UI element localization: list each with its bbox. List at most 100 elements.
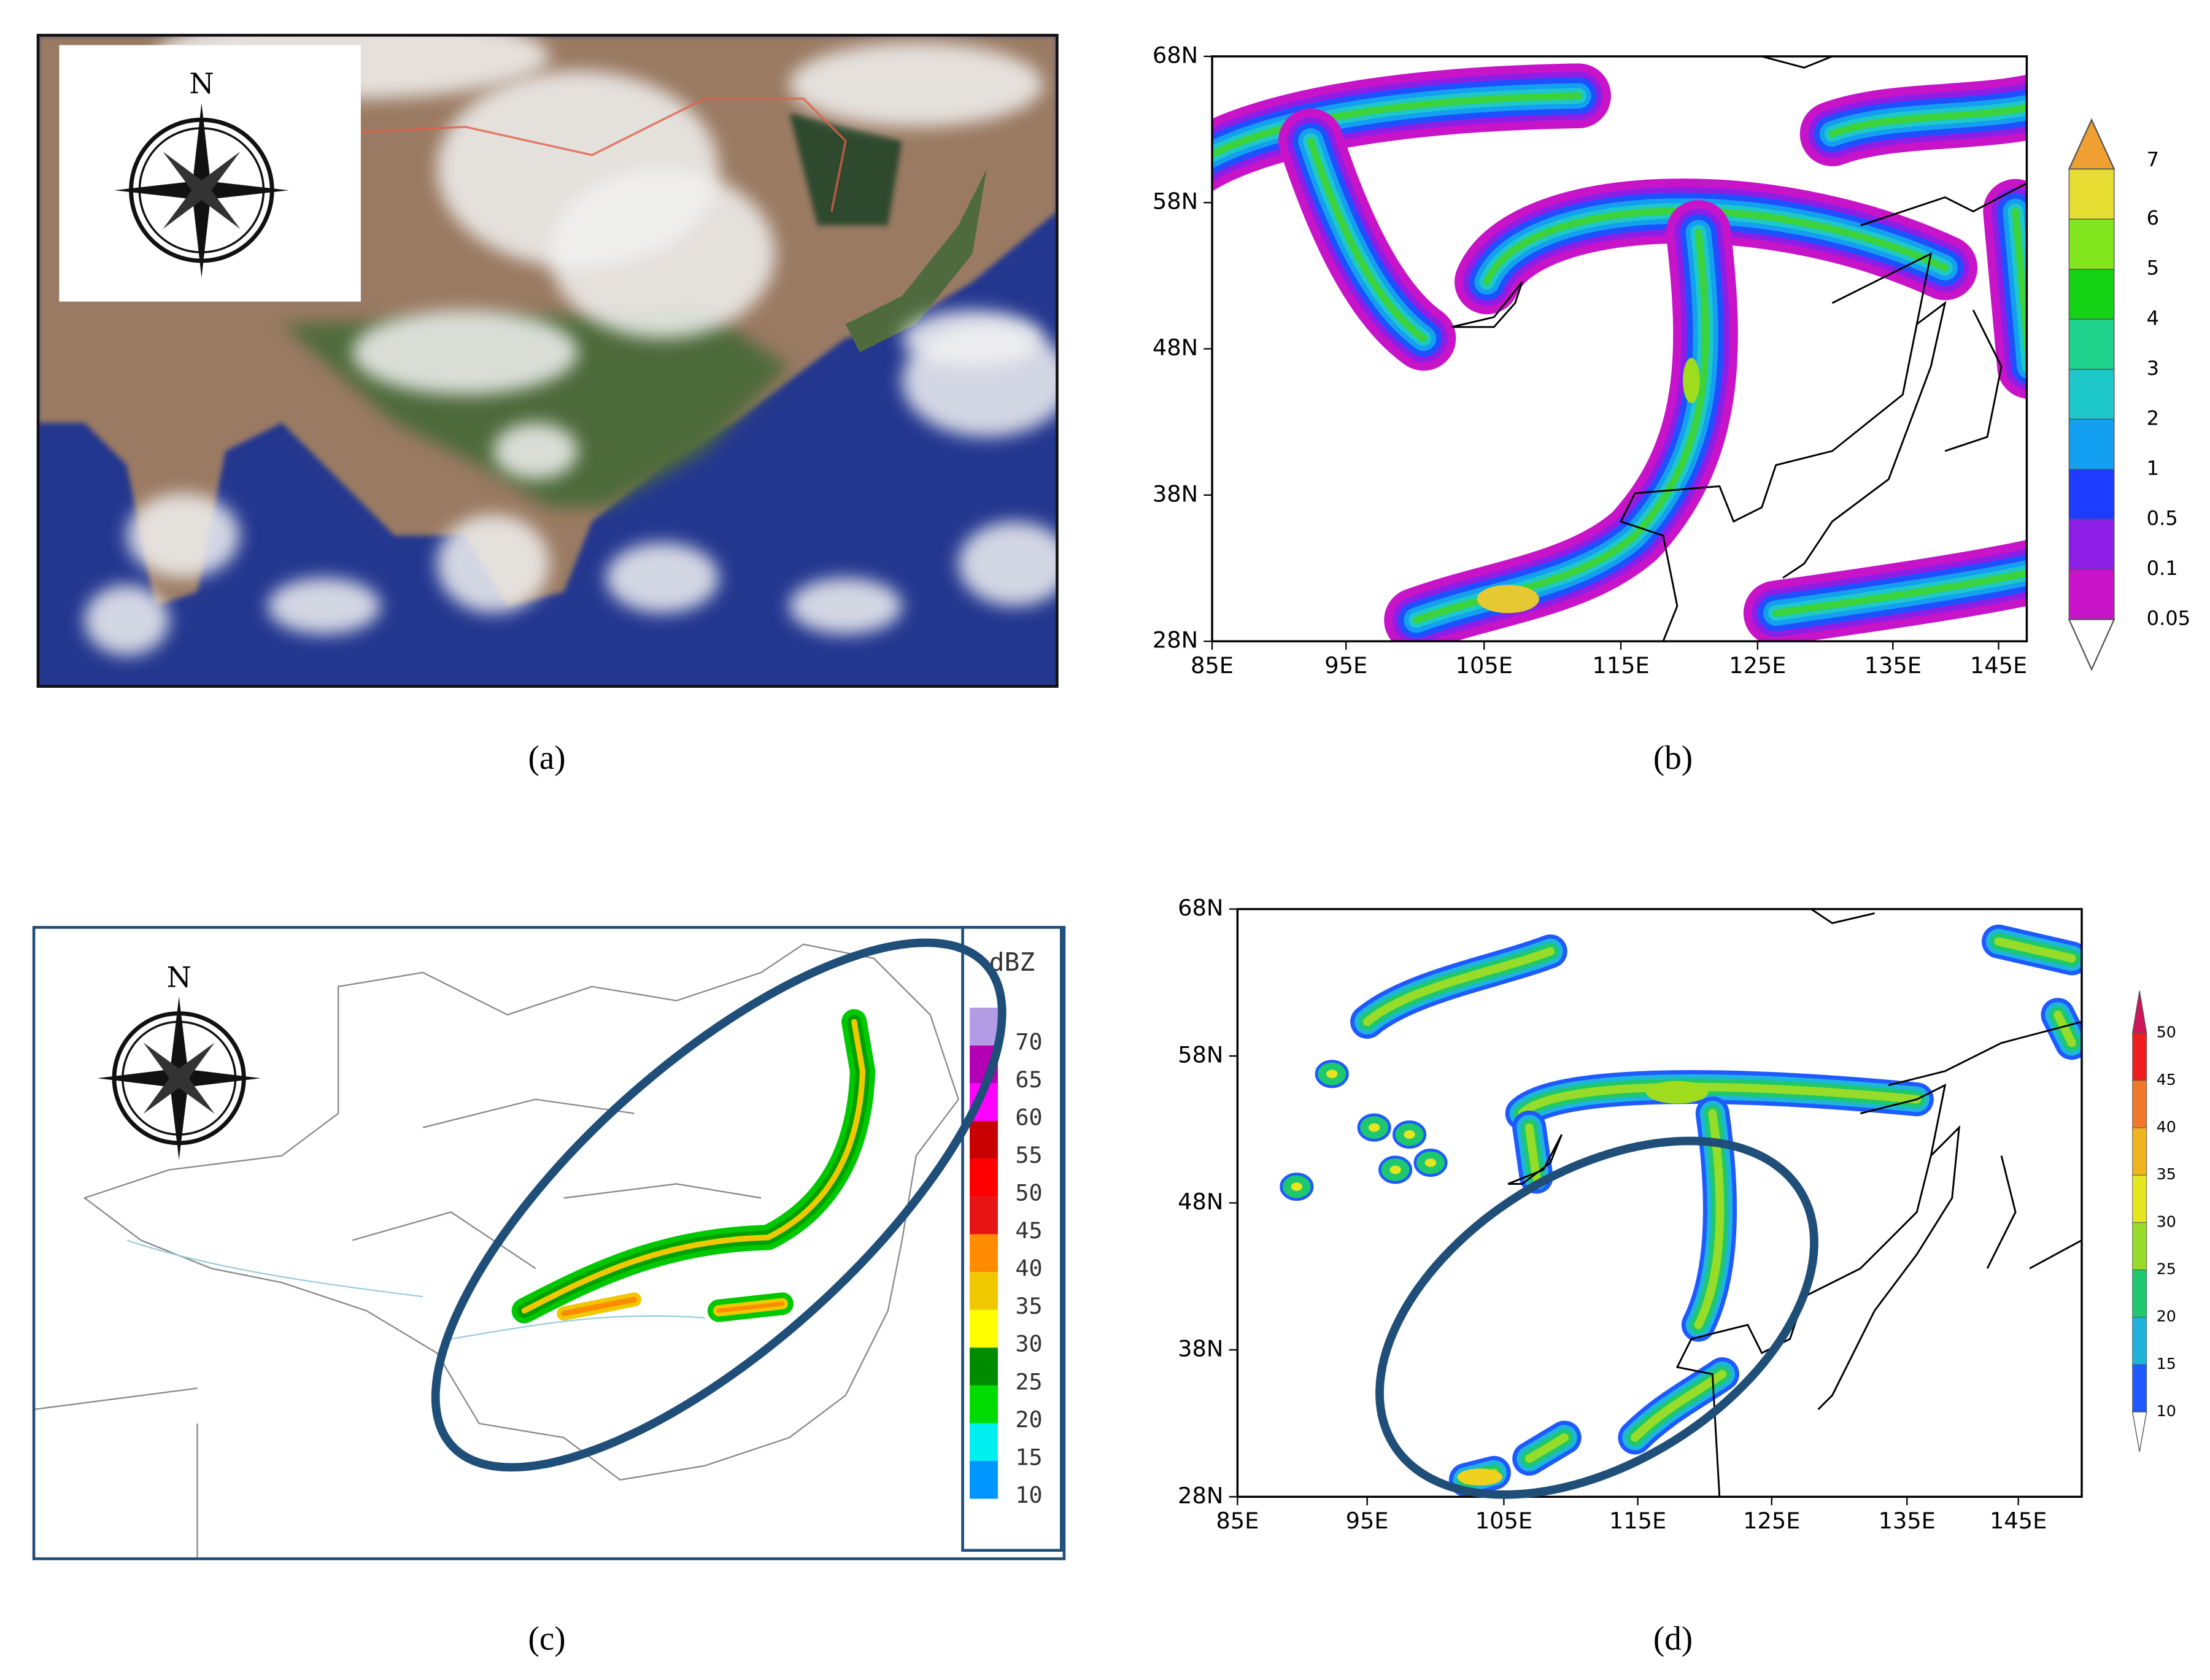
legend-swatch [970, 1196, 998, 1235]
lon-label: 85E [1216, 1508, 1259, 1534]
colorbar-swatch [2068, 168, 2115, 220]
precip-band [2012, 207, 2027, 369]
coastline [1451, 281, 1523, 328]
boundary [352, 1098, 762, 1270]
precip-band [561, 1297, 638, 1317]
colorbar-swatch [2068, 469, 2115, 520]
coastline [2029, 1239, 2082, 1270]
legend-label: 20 [1015, 1406, 1042, 1433]
colorbar-extend [2131, 1411, 2147, 1452]
colorbar-label: 0.05 [2147, 607, 2191, 630]
precip-core [1477, 585, 1539, 614]
map-content [1237, 909, 2082, 1497]
precip-band [1524, 1123, 1541, 1181]
cloud [352, 310, 578, 395]
precip-band [1483, 207, 1949, 286]
legend-swatch [970, 1309, 998, 1348]
legend-label: 35 [1015, 1293, 1042, 1319]
coastline [1810, 909, 1875, 924]
lon-label: 125E [1729, 652, 1786, 679]
legend-swatch [970, 1461, 998, 1499]
colorbar-label: 15 [2157, 1355, 2176, 1373]
cloud [902, 310, 1043, 367]
coastline [1860, 182, 2027, 226]
precip-band [1631, 1370, 1727, 1442]
lat-label: 68N [1153, 42, 1198, 68]
colorbar-label: 50 [2157, 1023, 2176, 1041]
panel-label: (d) [1653, 1620, 1693, 1657]
legend-label: 65 [1015, 1066, 1042, 1093]
colorbar-swatch [2068, 269, 2115, 320]
precip-cell [1389, 1165, 1401, 1174]
lat-label: 38N [1153, 480, 1198, 507]
coastline [1507, 1134, 1563, 1185]
legend-swatch [970, 1347, 998, 1385]
colorbar-label: 2 [2147, 406, 2159, 430]
lon-label: 135E [1879, 1508, 1936, 1534]
lon-label: 145E [1990, 1508, 2047, 1534]
border [324, 98, 847, 212]
colorbar-extend [2068, 618, 2115, 671]
land-green [789, 112, 902, 226]
legend-label: 55 [1015, 1142, 1042, 1168]
precip-band [521, 1019, 866, 1314]
map-frame [1236, 907, 2083, 1498]
panel-label: (a) [528, 739, 565, 776]
lat-label: 58N [1178, 1042, 1223, 1068]
lon-label: 115E [1609, 1508, 1666, 1534]
coastline [1782, 301, 1947, 579]
lat-label: 28N [1153, 627, 1198, 653]
legend-label: 15 [1015, 1444, 1042, 1470]
panel-label: (c) [528, 1620, 565, 1657]
precip-core [1683, 358, 1700, 403]
lat-label: 38N [1178, 1335, 1223, 1362]
lon-label: 105E [1456, 652, 1513, 679]
image-frame [36, 34, 1059, 688]
legend-label: 70 [1015, 1028, 1042, 1055]
legend-swatch [970, 1385, 998, 1424]
colorbar-label: 1 [2147, 457, 2159, 480]
cloud [268, 577, 381, 634]
map-frame [1211, 55, 2028, 642]
map-frame [32, 926, 1066, 1560]
precip-band [1518, 1082, 1922, 1118]
colorbar-label: 20 [2157, 1308, 2176, 1325]
colorbar-swatch [2132, 1317, 2147, 1365]
colorbar-swatch [2132, 1127, 2147, 1176]
highlight-ellipse [431, 938, 1006, 1472]
coastline [1620, 252, 1933, 642]
lat-label: 48N [1178, 1189, 1223, 1215]
cloud [126, 493, 240, 578]
cloud [84, 585, 169, 656]
cloud [606, 542, 719, 614]
colorbar-swatch [2132, 1364, 2147, 1412]
colorbar-label: 7 [2147, 148, 2159, 171]
legend-label: 25 [1015, 1368, 1042, 1395]
colorbar-label: 25 [2157, 1260, 2176, 1278]
colorbar-label: 6 [2147, 206, 2159, 229]
precip-band [1362, 947, 1555, 1027]
coastline [1817, 1125, 1960, 1410]
compass-north: N [167, 960, 191, 993]
precip-band [1994, 937, 2076, 963]
legend-label: 30 [1015, 1331, 1042, 1357]
colorbar-extend [2068, 118, 2115, 170]
precip-cell [1326, 1069, 1338, 1079]
boundary [83, 943, 959, 1481]
coastline [1761, 56, 1833, 69]
japan [845, 169, 987, 353]
lon-label: 95E [1346, 1508, 1389, 1534]
colorbar-swatch [2068, 369, 2115, 420]
cloud [958, 521, 1057, 606]
precip-band [716, 1301, 785, 1313]
precip-core [1457, 1468, 1503, 1486]
map-content [1212, 56, 2027, 642]
precip-band [1307, 137, 1428, 342]
colorbar-label: 35 [2157, 1165, 2176, 1183]
precip-cell [1291, 1182, 1303, 1191]
legend-swatch [970, 1234, 998, 1273]
compass-star [143, 1042, 215, 1114]
lon-label: 95E [1324, 652, 1367, 679]
